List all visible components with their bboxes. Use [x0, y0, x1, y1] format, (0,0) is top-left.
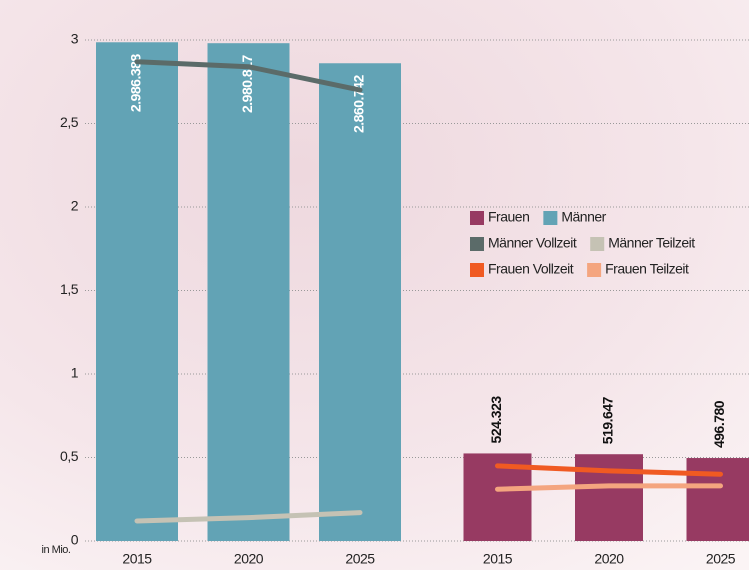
value-label: 2.980.817 [239, 55, 255, 113]
legend-swatch [470, 263, 484, 277]
legend-swatch [543, 211, 557, 225]
legend-swatch [590, 237, 604, 251]
y-tick-label: 2,5 [60, 114, 79, 130]
y-tick-label: 2 [71, 198, 79, 214]
legend-label: Frauen Vollzeit [488, 261, 574, 277]
legend-label: Frauen Teilzeit [605, 261, 689, 277]
bar [687, 458, 749, 541]
legend-swatch [470, 211, 484, 225]
bar [96, 42, 178, 541]
legend-swatch [470, 237, 484, 251]
x-tick-label: 2025 [345, 551, 375, 567]
page: in Mio. 0 0,5 1 1,5 2 2,5 3 2015 2020 2025 2015 202… [0, 0, 749, 570]
y-tick-label: 3 [71, 31, 79, 47]
chart: in Mio. 0 0,5 1 1,5 2 2,5 3 2015 2020 2025 2015 202… [0, 0, 749, 570]
value-label: 519.647 [600, 396, 616, 444]
value-label: 524.323 [488, 396, 504, 444]
x-tick-label: 2020 [234, 551, 264, 567]
legend-label: Frauen [488, 209, 529, 225]
legend-swatch [587, 263, 601, 277]
legend-label: Männer [561, 209, 606, 225]
y-axis-unit: in Mio. [42, 544, 71, 556]
y-tick-label: 0,5 [60, 448, 79, 464]
y-tick-label: 0 [71, 532, 79, 548]
x-tick-label: 2015 [122, 551, 152, 567]
legend-label: Männer Vollzeit [488, 235, 577, 251]
y-tick-label: 1 [71, 365, 79, 381]
y-tick-label: 1,5 [60, 281, 79, 297]
bar [575, 454, 643, 541]
legend-label: Männer Teilzeit [608, 235, 695, 251]
bar [319, 63, 401, 541]
value-label: 496.780 [711, 400, 727, 448]
bar [208, 43, 290, 541]
value-label: 2.860.742 [351, 75, 367, 133]
x-tick-label: 2015 [483, 551, 513, 567]
x-tick-label: 2025 [706, 551, 736, 567]
x-tick-label: 2020 [594, 551, 624, 567]
